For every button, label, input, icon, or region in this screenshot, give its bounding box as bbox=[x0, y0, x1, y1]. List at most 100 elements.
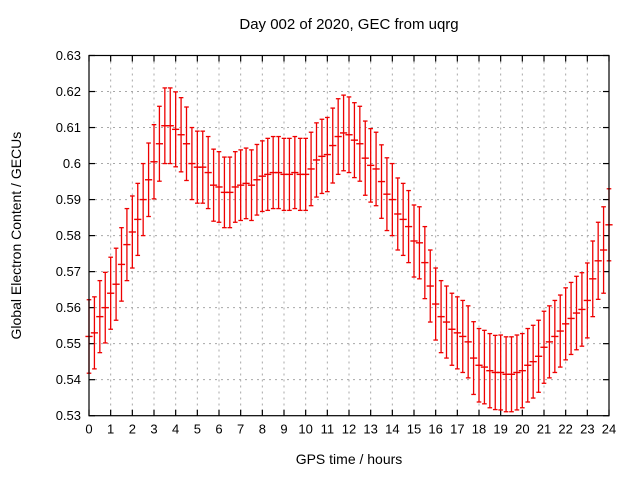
error-bar bbox=[177, 96, 185, 173]
error-bar bbox=[524, 327, 532, 403]
error-bar bbox=[209, 148, 218, 222]
error-bar bbox=[274, 135, 283, 210]
error-bar bbox=[480, 329, 489, 405]
error-bar bbox=[258, 140, 266, 213]
y-tick-label: 0.62 bbox=[56, 84, 81, 99]
x-axis-label: GPS time / hours bbox=[296, 451, 403, 467]
error-bar bbox=[583, 262, 591, 339]
error-bar bbox=[404, 189, 413, 264]
error-bar bbox=[556, 294, 564, 368]
plot-border bbox=[88, 54, 610, 417]
y-tick-label: 0.53 bbox=[56, 408, 81, 423]
axis-ticks bbox=[88, 54, 610, 417]
x-tick-label: 8 bbox=[259, 422, 266, 437]
error-bar bbox=[507, 336, 516, 413]
error-bar bbox=[459, 299, 467, 374]
error-bar bbox=[334, 98, 342, 176]
error-bar bbox=[112, 247, 120, 321]
x-tick-label: 7 bbox=[237, 422, 244, 437]
y-tick-label: 0.6 bbox=[63, 156, 81, 171]
error-bar bbox=[361, 120, 369, 196]
error-bar bbox=[291, 135, 299, 210]
error-bar bbox=[415, 206, 424, 280]
error-bar bbox=[545, 305, 554, 379]
error-bar bbox=[426, 249, 434, 323]
x-tick-label: 21 bbox=[537, 422, 551, 437]
error-bar bbox=[188, 126, 196, 201]
y-tick-label: 0.57 bbox=[56, 264, 81, 279]
error-bar bbox=[226, 156, 234, 229]
x-tick-label: 9 bbox=[280, 422, 287, 437]
y-axis-label: Global Electron Content / GECUs bbox=[8, 132, 24, 340]
error-bar bbox=[518, 332, 526, 409]
x-tick-label: 17 bbox=[450, 422, 464, 437]
error-bar bbox=[101, 271, 109, 344]
x-tick-label: 1 bbox=[107, 422, 114, 437]
error-bar bbox=[182, 106, 191, 182]
x-tick-label: 6 bbox=[215, 422, 222, 437]
x-tick-label: 22 bbox=[558, 422, 572, 437]
error-bar bbox=[421, 225, 429, 300]
error-bar bbox=[562, 287, 570, 361]
error-bar bbox=[323, 116, 331, 193]
error-bar bbox=[464, 305, 472, 379]
error-bar bbox=[437, 279, 445, 354]
error-bar bbox=[215, 151, 223, 223]
error-bar bbox=[139, 162, 147, 237]
y-tick-label: 0.59 bbox=[56, 192, 81, 207]
error-bar bbox=[193, 130, 201, 204]
error-bar bbox=[117, 227, 126, 302]
error-bar bbox=[442, 285, 451, 359]
error-bar bbox=[329, 107, 337, 184]
x-tick-label: 20 bbox=[515, 422, 529, 437]
error-bar bbox=[155, 105, 164, 182]
error-bar bbox=[372, 131, 380, 207]
error-bar bbox=[469, 321, 478, 396]
error-bar bbox=[448, 292, 456, 366]
x-tick-label: 4 bbox=[172, 422, 179, 437]
error-bar bbox=[589, 240, 597, 318]
error-bar bbox=[475, 327, 483, 403]
error-bar bbox=[307, 131, 315, 207]
x-tick-label: 3 bbox=[150, 422, 157, 437]
error-bar-series bbox=[85, 87, 613, 413]
error-bar bbox=[166, 87, 174, 165]
error-bar bbox=[578, 272, 586, 347]
error-bar bbox=[247, 149, 256, 222]
error-bar bbox=[237, 149, 245, 222]
error-bar bbox=[339, 94, 348, 172]
error-bar bbox=[253, 143, 261, 216]
error-bar bbox=[204, 135, 212, 210]
error-bar bbox=[231, 151, 239, 223]
error-bar bbox=[318, 118, 326, 195]
error-bar bbox=[453, 296, 461, 370]
error-bar bbox=[128, 195, 136, 269]
error-bar bbox=[107, 256, 115, 330]
x-tick-label: 13 bbox=[363, 422, 377, 437]
error-bar bbox=[302, 137, 310, 212]
error-bar bbox=[150, 124, 158, 200]
x-tick-label: 19 bbox=[493, 422, 507, 437]
error-bar bbox=[90, 296, 99, 370]
x-tick-labels: 0 1 2 3 4 5 6 7 8 9 10 11 12 13 14 15 16 17 18 19 20 21 22 23 24 bbox=[85, 422, 616, 437]
error-bar bbox=[345, 96, 353, 174]
error-bar bbox=[513, 334, 521, 411]
x-tick-label: 14 bbox=[385, 422, 399, 437]
x-tick-label: 24 bbox=[602, 422, 616, 437]
error-bar bbox=[264, 137, 272, 212]
x-tick-label: 10 bbox=[298, 422, 312, 437]
x-tick-label: 5 bbox=[194, 422, 201, 437]
error-bar bbox=[123, 207, 131, 282]
error-bar bbox=[394, 177, 402, 251]
y-tick-label: 0.56 bbox=[56, 300, 81, 315]
error-bar bbox=[534, 319, 543, 393]
x-tick-label: 23 bbox=[580, 422, 594, 437]
error-bar bbox=[312, 122, 321, 198]
x-tick-label: 0 bbox=[85, 422, 92, 437]
y-tick-labels: 0.53 0.54 0.55 0.56 0.57 0.58 0.59 0.6 0.61 0.62 0… bbox=[56, 48, 81, 423]
x-tick-label: 18 bbox=[472, 422, 486, 437]
error-bar bbox=[367, 127, 375, 203]
error-bar bbox=[96, 279, 104, 354]
